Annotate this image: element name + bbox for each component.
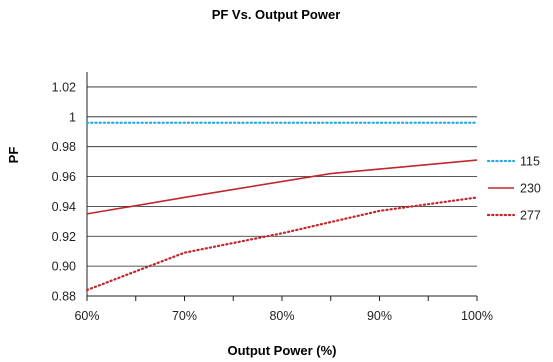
x-tick-label: 80% xyxy=(269,309,294,323)
x-tick-label: 100% xyxy=(461,309,493,323)
x-tick-label: 70% xyxy=(172,309,197,323)
grid-lines xyxy=(87,86,477,267)
x-tick-label: 60% xyxy=(74,309,99,323)
legend-label-230: 230 xyxy=(520,182,541,196)
y-tick-label: 0.98 xyxy=(52,140,76,154)
x-axis-title: Output Power (%) xyxy=(227,343,336,358)
legend-label-115: 115 xyxy=(520,155,540,169)
axes xyxy=(86,72,478,301)
y-tick-label: 0.92 xyxy=(52,230,76,244)
series-line-277 xyxy=(85,196,479,292)
y-tick-labels: 0.88 0.90 0.92 0.94 0.96 0.98 1 1.02 xyxy=(52,80,76,303)
chart-title: PF Vs. Output Power xyxy=(212,7,341,22)
y-tick-label: 1.02 xyxy=(52,80,76,94)
x-tick-label: 90% xyxy=(367,309,392,323)
y-tick-label: 1 xyxy=(69,110,76,124)
legend: 115 230 277 xyxy=(486,155,541,223)
y-tick-label: 0.94 xyxy=(52,200,76,214)
y-tick-label: 0.96 xyxy=(52,170,76,184)
series-line-230 xyxy=(86,159,478,215)
y-tick-label: 0.88 xyxy=(52,290,76,304)
series-lines xyxy=(85,121,479,292)
y-tick-label: 0.90 xyxy=(52,260,76,274)
y-axis-title: PF xyxy=(6,147,21,164)
legend-label-277: 277 xyxy=(520,209,541,223)
x-tick-labels: 60% 70% 80% 90% 100% xyxy=(74,309,493,323)
